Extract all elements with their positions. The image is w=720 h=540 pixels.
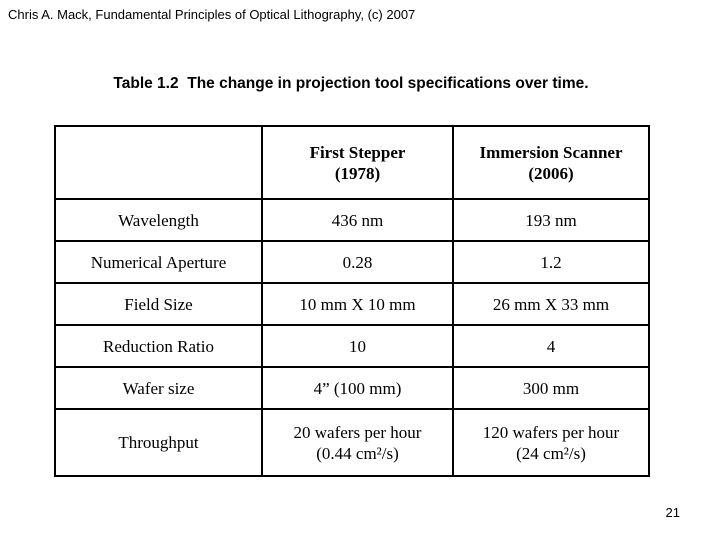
table-title: Table 1.2 The change in projection tool … — [113, 75, 589, 92]
page-number: 21 — [665, 505, 680, 520]
table-row: Field Size 10 mm X 10 mm 26 mm X 33 mm — [54, 282, 650, 326]
row-label: Reduction Ratio — [54, 324, 263, 368]
attribution-text: Chris A. Mack, Fundamental Principles of… — [8, 7, 416, 22]
row-label: Throughput — [54, 408, 263, 477]
row-label: Wafer size — [54, 366, 263, 410]
cell-value: 1.2 — [452, 240, 650, 284]
column-header-1: First Stepper (1978) — [261, 125, 454, 200]
cell-value: 193 nm — [452, 198, 650, 242]
cell-value: 26 mm X 33 mm — [452, 282, 650, 326]
cell-value: 300 mm — [452, 366, 650, 410]
row-label: Numerical Aperture — [54, 240, 263, 284]
table-row: Numerical Aperture 0.28 1.2 — [54, 240, 650, 284]
cell-value: 436 nm — [261, 198, 454, 242]
cell-value: 4” (100 mm) — [261, 366, 454, 410]
table-row: Wafer size 4” (100 mm) 300 mm — [54, 366, 650, 410]
cell-value: 4 — [452, 324, 650, 368]
cell-value: 20 wafers per hour (0.44 cm²/s) — [261, 408, 454, 477]
cell-value: 120 wafers per hour (24 cm²/s) — [452, 408, 650, 477]
spec-table: First Stepper (1978) Immersion Scanner (2… — [54, 125, 650, 477]
cell-value: 10 mm X 10 mm — [261, 282, 454, 326]
table-head: First Stepper (1978) Immersion Scanner (2… — [54, 125, 650, 200]
row-label: Wavelength — [54, 198, 263, 242]
cell-value: 0.28 — [261, 240, 454, 284]
table-row: Reduction Ratio 10 4 — [54, 324, 650, 368]
cell-value: 10 — [261, 324, 454, 368]
row-label: Field Size — [54, 282, 263, 326]
table-header-row: First Stepper (1978) Immersion Scanner (2… — [54, 125, 650, 200]
table-row: Wavelength 436 nm 193 nm — [54, 198, 650, 242]
column-header-2: Immersion Scanner (2006) — [452, 125, 650, 200]
table-body: Wavelength 436 nm 193 nm Numerical Aperture… — [54, 198, 650, 477]
table-row: Throughput 20 wafers per hour (0.44 cm²/s… — [54, 408, 650, 477]
column-header-0 — [54, 125, 263, 200]
